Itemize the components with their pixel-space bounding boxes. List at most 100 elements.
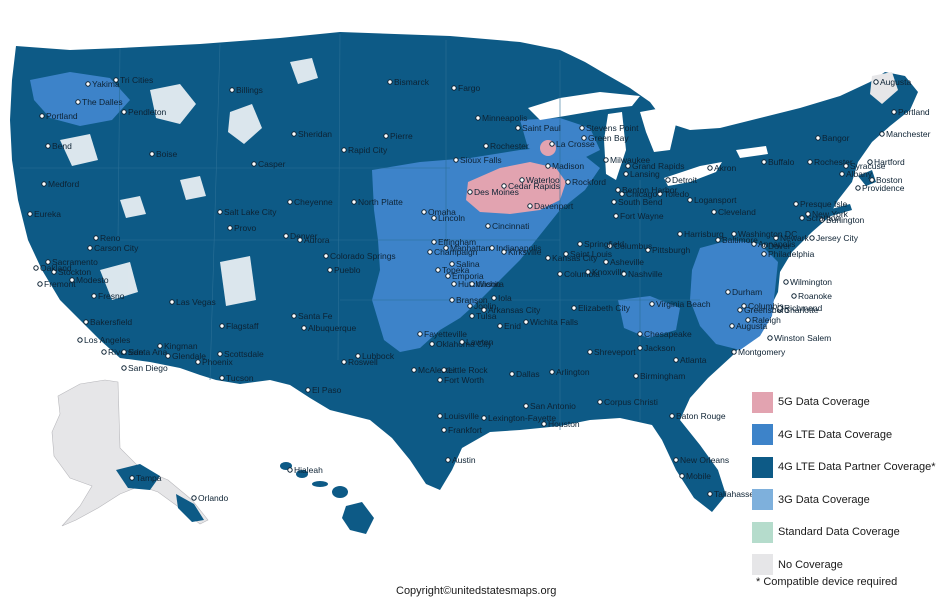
city-marker: Santa Fe [291, 311, 333, 321]
city-marker: Frankfort [441, 425, 483, 435]
city-dot [481, 415, 487, 421]
city-label: San Diego [128, 363, 168, 373]
city-label: Portland [46, 111, 78, 121]
city-label: Rochester [814, 157, 853, 167]
city-dot [219, 323, 225, 329]
city-label: McAlester [418, 365, 456, 375]
city-marker: Orlando [191, 493, 229, 503]
city-label: Topeka [442, 265, 470, 275]
city-label: Davenport [534, 201, 574, 211]
city-marker: Saint Paul [515, 123, 561, 133]
city-label: Madison [552, 161, 584, 171]
city-marker: Salt Lake City [217, 207, 277, 217]
city-dot [27, 211, 33, 217]
city-dot [541, 421, 547, 427]
city-dot [475, 115, 481, 121]
city-dot [777, 305, 783, 311]
city-marker: Minneapolis [475, 113, 527, 123]
city-marker: Bismarck [387, 77, 430, 87]
city-dot [297, 237, 303, 243]
city-marker: Bangor [815, 133, 850, 143]
city-dot [611, 199, 617, 205]
city-label: Lansing [630, 169, 660, 179]
city-label: Indianapolis [496, 243, 541, 253]
city-marker: Waterloo [519, 175, 560, 185]
city-marker: Houston [541, 419, 580, 429]
city-marker: Denver [283, 231, 318, 241]
city-marker: Chesapeake [637, 329, 692, 339]
city-marker: Boston [869, 175, 903, 185]
city-marker: Burlington [819, 215, 865, 225]
legend-swatch [752, 456, 773, 478]
alaska-panhandle-coverage [176, 494, 204, 522]
city-label: Tallahassee [714, 489, 759, 499]
city-dot [291, 131, 297, 137]
city-dot [673, 457, 679, 463]
city-label: Hutchinson [458, 279, 501, 289]
city-label: Baltimore [722, 235, 758, 245]
city-marker: Hutchinson [451, 279, 501, 289]
city-marker: Montgomery [731, 347, 786, 357]
city-dot [431, 215, 437, 221]
city-marker: Greensboro [737, 305, 789, 315]
city-marker: Davenport [527, 201, 574, 211]
state-border [117, 47, 121, 241]
city-dot [383, 133, 389, 139]
city-dot [453, 157, 459, 163]
city-label: Atlanta [680, 355, 707, 365]
city-marker: Iola [491, 293, 512, 303]
city-label: Salina [456, 259, 480, 269]
city-dot [637, 345, 643, 351]
city-dot [83, 319, 89, 325]
city-dot [549, 141, 555, 147]
city-marker: San Antonio [523, 401, 576, 411]
city-marker: Kingman [157, 341, 198, 351]
hawaii-island-maui [332, 486, 348, 498]
city-dot [657, 191, 663, 197]
city-label: New Orleans [680, 455, 729, 465]
city-dot [603, 259, 609, 265]
city-label: Provo [234, 223, 256, 233]
city-marker: Kansas City [545, 253, 598, 263]
city-marker: Colorado Springs [323, 251, 396, 261]
city-marker: New York [805, 209, 849, 219]
city-dot [287, 467, 293, 473]
city-marker: Oakland [33, 263, 72, 273]
city-marker: Enid [497, 321, 521, 331]
city-dot [445, 273, 451, 279]
city-marker: Stevens Point [579, 123, 639, 133]
city-dot [791, 293, 797, 299]
city-marker: Jersey City [809, 233, 859, 243]
city-marker: Lawton [459, 337, 494, 347]
city-label: Tri Cities [120, 75, 153, 85]
city-dot [483, 143, 489, 149]
city-label: Jackson [644, 343, 675, 353]
city-label: Reno [100, 233, 121, 243]
city-dot [431, 239, 437, 245]
city-marker: New Orleans [673, 455, 729, 465]
city-label: Tampa [136, 473, 162, 483]
city-dot [441, 427, 447, 433]
city-label: Asheville [610, 257, 644, 267]
city-label: Akron [714, 163, 736, 173]
no-coverage-patch [150, 84, 196, 124]
city-dot [843, 163, 849, 169]
city-marker: Louisville [437, 411, 479, 421]
city-dot [597, 399, 603, 405]
city-marker: Baton Rouge [669, 411, 726, 421]
city-dot [839, 171, 845, 177]
city-label: Bangor [822, 133, 850, 143]
city-label: Dover [768, 241, 791, 251]
city-marker: Dover [761, 241, 791, 251]
city-dot [891, 109, 897, 115]
city-label: Saint Louis [570, 249, 612, 259]
city-marker: Fresno [91, 291, 125, 301]
city-label: Rochester [490, 141, 529, 151]
city-label: Virginia Beach [656, 299, 711, 309]
city-marker: Emporia [445, 271, 484, 281]
city-label: Denver [290, 231, 318, 241]
legend-footnote: * Compatible device required [756, 576, 898, 588]
city-label: Boston [876, 175, 903, 185]
city-dot [619, 191, 625, 197]
